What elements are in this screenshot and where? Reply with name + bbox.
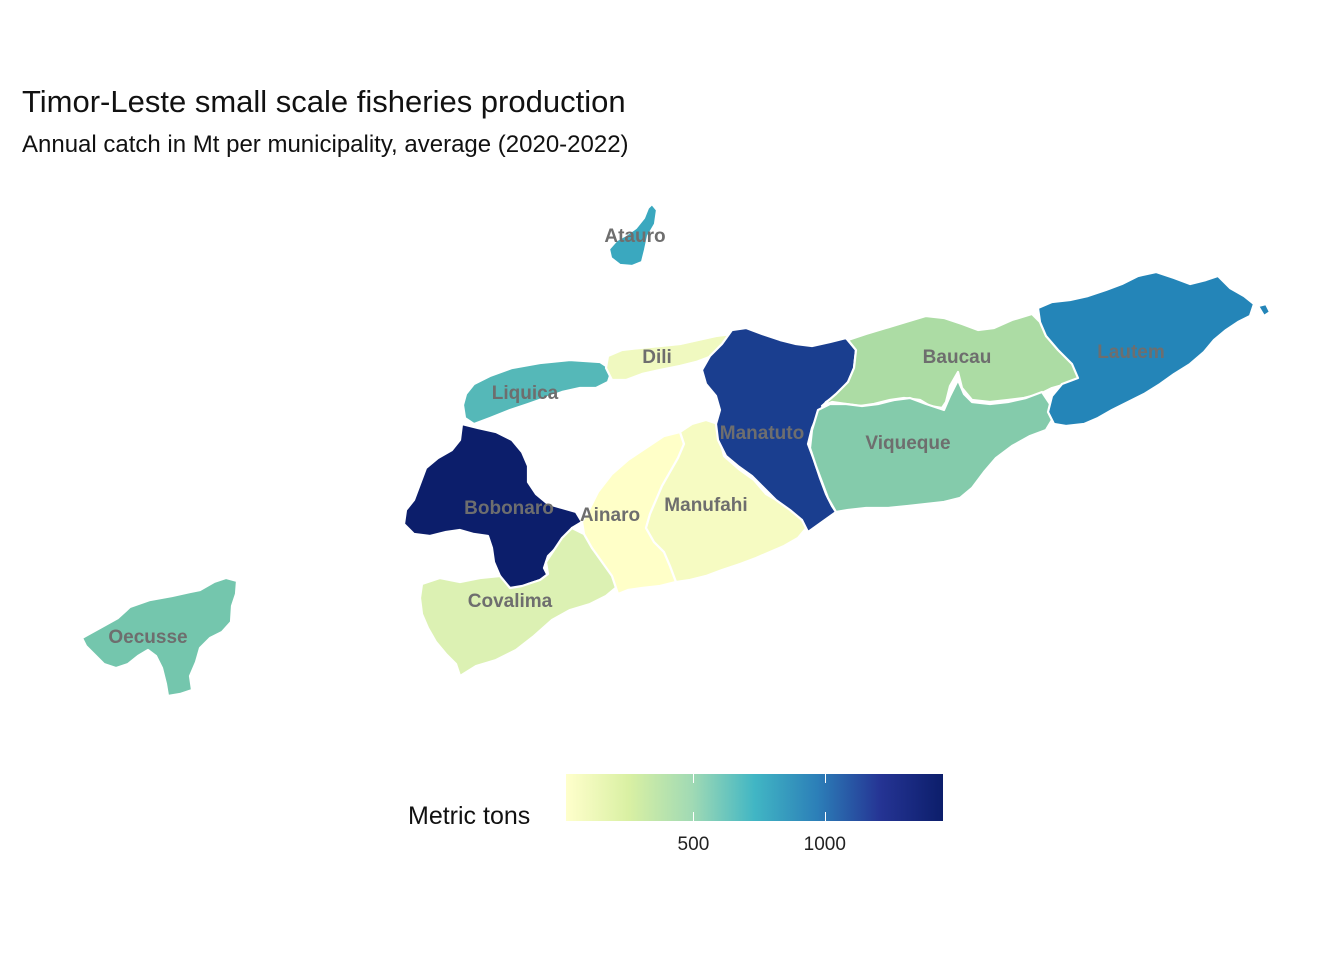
label-manatuto: Manatuto	[720, 423, 804, 444]
region-lautem[interactable]	[1036, 270, 1256, 428]
region-viqueque[interactable]	[808, 378, 1054, 514]
label-covalima: Covalima	[468, 591, 553, 612]
map-subtitle: Annual catch in Mt per municipality, ave…	[22, 131, 629, 158]
label-liquica: Liquica	[492, 383, 559, 404]
label-manufahi: Manufahi	[664, 495, 747, 516]
legend-tick-mark	[824, 812, 826, 821]
label-atauro: Atauro	[604, 226, 665, 247]
legend-tick-mark	[693, 812, 695, 821]
legend-tick-label: 1000	[803, 834, 846, 855]
label-oecusse: Oecusse	[108, 627, 187, 648]
legend-title: Metric tons	[408, 802, 531, 830]
label-dili: Dili	[642, 347, 672, 368]
label-ainaro: Ainaro	[580, 505, 640, 526]
region-atauro[interactable]	[607, 202, 659, 268]
label-viqueque: Viqueque	[865, 433, 950, 454]
legend-tick-mark	[824, 774, 826, 783]
region-liquica[interactable]	[461, 358, 614, 426]
map-title: Timor-Leste small scale fisheries produc…	[22, 84, 626, 119]
region-manufahi[interactable]	[644, 418, 810, 584]
region-oecusse[interactable]	[80, 576, 239, 698]
label-bobonaro: Bobonaro	[464, 498, 554, 519]
label-lautem: Lautem	[1097, 342, 1165, 363]
label-baucau: Baucau	[923, 347, 992, 368]
region-lautem-islet	[1256, 302, 1272, 318]
legend-colorbar	[566, 774, 943, 821]
legend-tick-mark	[693, 774, 695, 783]
legend-tick-label: 500	[677, 834, 710, 855]
